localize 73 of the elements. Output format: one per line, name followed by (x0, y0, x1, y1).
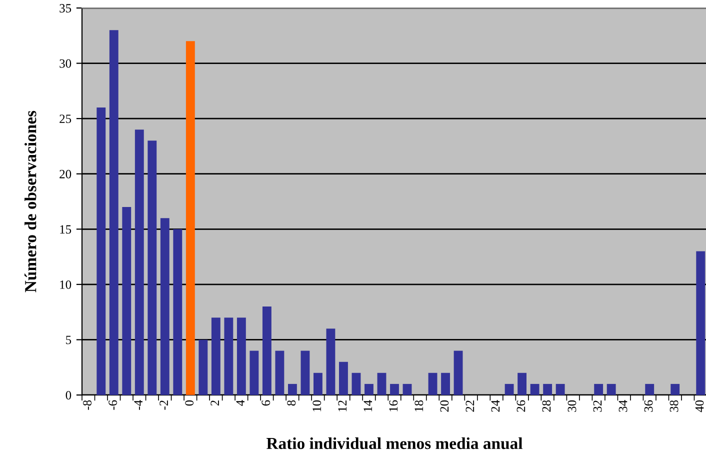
bar (96, 108, 106, 395)
bar (148, 140, 157, 395)
y-tick-label: 10 (60, 280, 72, 289)
x-tick-label: 14 (364, 400, 372, 412)
bar (275, 350, 284, 395)
y-tick-label: 25 (60, 114, 72, 124)
x-tick-label: 40 (695, 400, 704, 412)
bar (377, 372, 386, 395)
bar (211, 318, 220, 395)
y-tick-label: 30 (60, 59, 72, 68)
bar (530, 384, 540, 395)
bar (198, 340, 208, 395)
bar (390, 384, 399, 395)
y-tick-label: 20 (60, 170, 72, 178)
x-tick-label: 6 (262, 400, 270, 406)
bar (250, 350, 259, 395)
x-tick-label: 24 (491, 400, 500, 412)
bar (160, 218, 170, 395)
bar (518, 372, 527, 395)
bar (402, 384, 412, 395)
x-tick-label: 28 (542, 400, 551, 412)
bar (314, 372, 322, 395)
bar (543, 384, 552, 395)
bar (236, 318, 246, 395)
y-tick-label: 0 (66, 391, 72, 400)
x-tick-label: 0 (185, 400, 194, 406)
bar (224, 318, 234, 395)
x-tick-label: -2 (160, 400, 168, 410)
bar (696, 251, 706, 395)
bar (173, 229, 182, 395)
bar (670, 384, 680, 395)
x-tick-label: 12 (338, 400, 346, 412)
bar (326, 328, 336, 395)
y-tick-label: 15 (60, 225, 72, 234)
bar (556, 384, 565, 395)
bar (594, 384, 604, 395)
bar (504, 384, 514, 395)
bar (454, 350, 463, 395)
x-axis-title: Ratio individual menos media anual (266, 437, 522, 450)
x-tick-label: 38 (670, 400, 678, 412)
bar (364, 384, 374, 395)
bar (606, 384, 616, 395)
x-tick-label: 34 (618, 400, 628, 412)
bar (441, 372, 450, 395)
y-tick-label: 35 (60, 4, 72, 12)
x-tick-label: -4 (134, 400, 142, 410)
bar (645, 384, 654, 395)
bar (288, 384, 297, 395)
x-tick-label: 10 (312, 400, 322, 412)
x-tick-label: 30 (568, 400, 576, 412)
y-tick-label: 5 (66, 336, 72, 344)
bar (122, 207, 132, 395)
x-tick-label: 22 (466, 400, 474, 412)
x-tick-label: 32 (593, 400, 602, 412)
bar (109, 30, 118, 395)
bar (428, 372, 438, 395)
x-tick-label: 26 (516, 400, 526, 412)
y-axis-title: Número de observaciones (24, 110, 36, 292)
x-tick-label: 20 (440, 400, 449, 412)
x-tick-label: 2 (210, 400, 219, 406)
bar (134, 130, 144, 395)
x-tick-label: 4 (236, 400, 244, 406)
bar (262, 306, 272, 395)
x-tick-label: -6 (108, 400, 118, 410)
x-tick-label: 8 (287, 400, 296, 406)
x-tick-label: -8 (83, 400, 92, 410)
bar (339, 362, 348, 395)
x-tick-label: 18 (414, 400, 424, 412)
bar (186, 41, 195, 395)
bar (300, 350, 310, 395)
bar (352, 372, 361, 395)
x-tick-label: 16 (389, 400, 398, 412)
x-tick-label: 36 (644, 400, 653, 412)
